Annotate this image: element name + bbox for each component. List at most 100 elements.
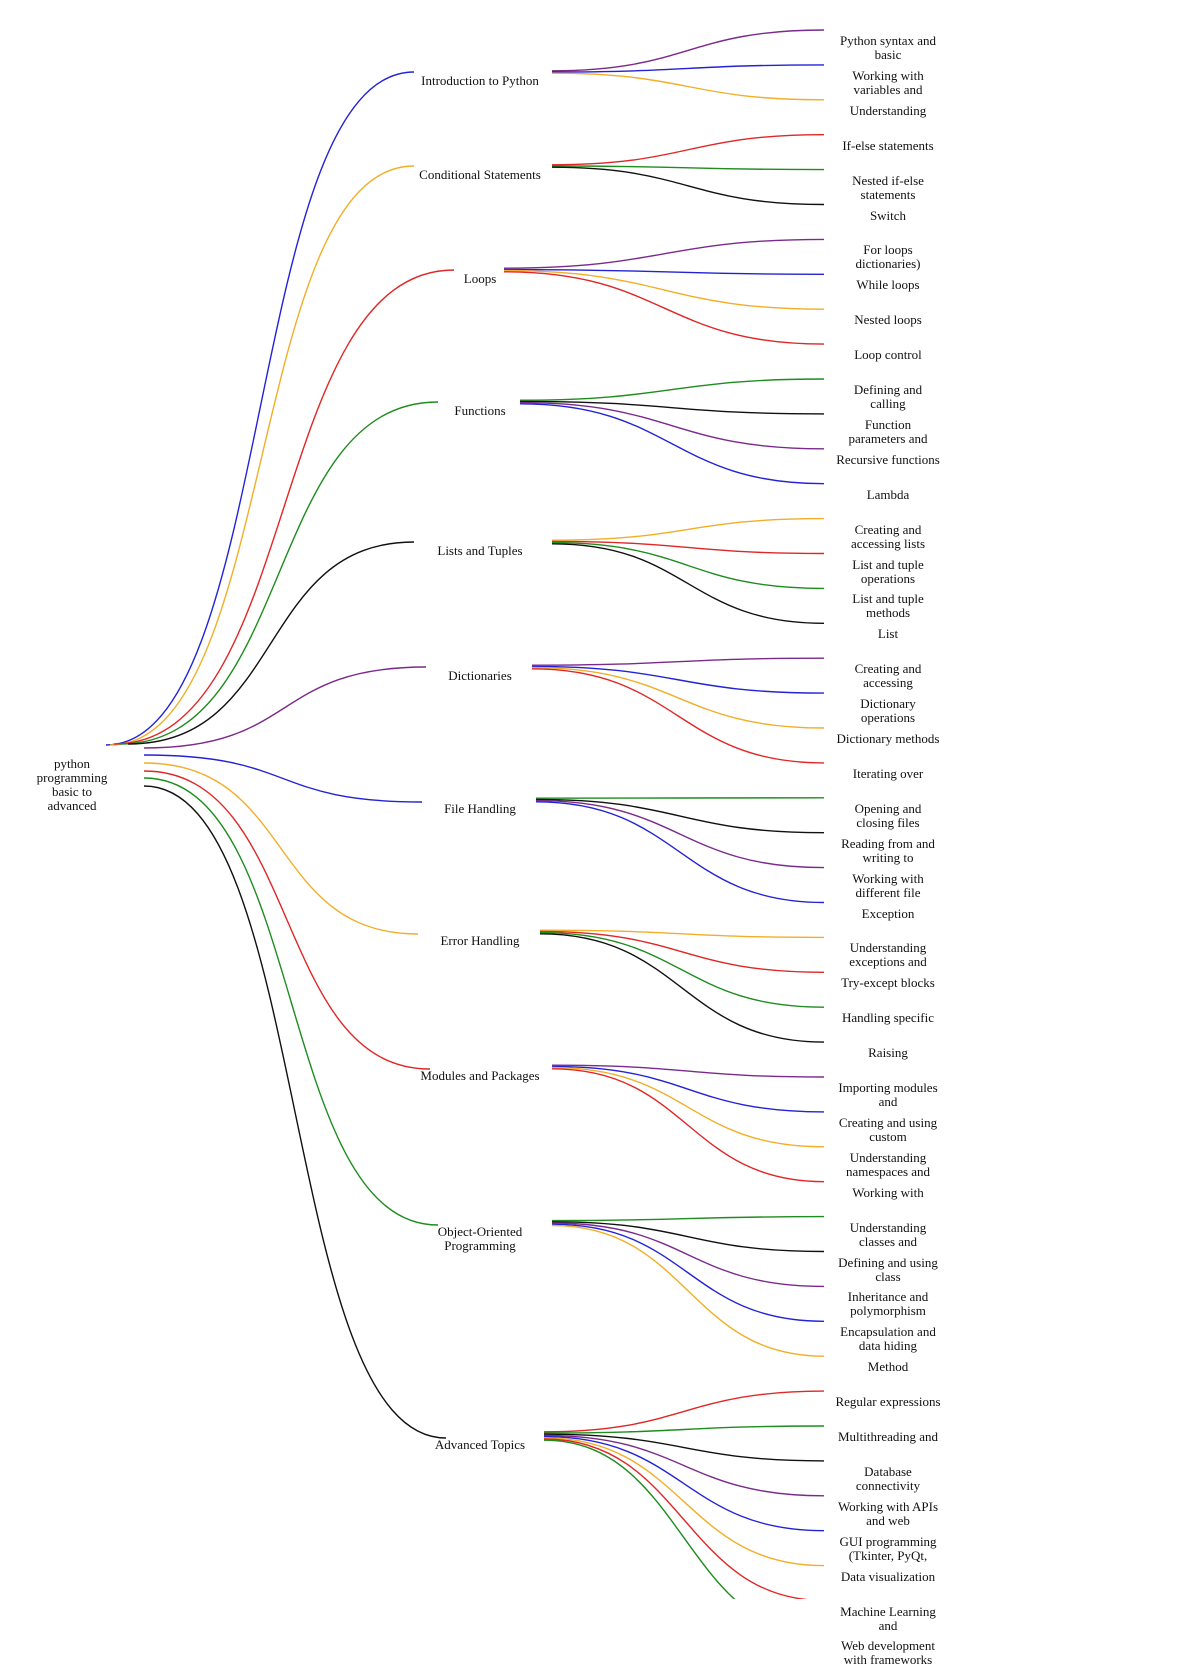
topic-edge-4-2 xyxy=(520,401,824,414)
topic-edge-10-4 xyxy=(552,1224,824,1321)
topic-edge-7-3 xyxy=(536,801,824,868)
topic-edge-11-6 xyxy=(544,1438,824,1566)
topic-edge-11-5 xyxy=(544,1437,824,1531)
subtopic-node: Lambda xyxy=(835,488,941,502)
subtopic-node: Working with APIs and web xyxy=(835,1500,941,1528)
topic-edge-9-4 xyxy=(552,1069,824,1182)
topic-edge-5-4 xyxy=(552,544,824,624)
topic-node: Error Handling xyxy=(418,934,542,948)
topic-node: Functions xyxy=(418,404,542,418)
subtopic-node: Python syntax and basic xyxy=(835,34,941,62)
subtopic-node: Function parameters and xyxy=(835,418,941,446)
topic-edge-10-3 xyxy=(552,1223,824,1286)
mind-map: python programming basic to advanced Int… xyxy=(0,0,1197,1599)
root-edge-7 xyxy=(144,755,422,802)
subtopic-node: Understanding exceptions and xyxy=(835,941,941,969)
subtopic-node: Creating and accessing lists xyxy=(835,523,941,551)
subtopic-node: Recursive functions xyxy=(835,453,941,467)
subtopic-node: Reading from and writing to xyxy=(835,837,941,865)
topic-edge-3-1 xyxy=(504,239,824,268)
subtopic-node: Loop control xyxy=(835,348,941,362)
subtopic-node: Method xyxy=(835,1360,941,1374)
subtopic-node: Multithreading and xyxy=(835,1430,941,1444)
subtopic-node: Working with variables and xyxy=(835,69,941,97)
topic-edge-2-1 xyxy=(552,135,824,165)
subtopic-node: List and tuple methods xyxy=(835,592,941,620)
topic-edge-8-3 xyxy=(540,933,824,1008)
topic-edge-6-1 xyxy=(532,658,824,665)
subtopic-node: Iterating over xyxy=(835,767,941,781)
subtopic-node: Handling specific xyxy=(835,1011,941,1025)
root-edge-10 xyxy=(144,778,438,1225)
root-node: python programming basic to advanced xyxy=(30,757,114,813)
subtopic-node: List xyxy=(835,627,941,641)
root-edge-6 xyxy=(144,667,426,748)
topic-edge-10-1 xyxy=(552,1217,824,1221)
mind-map-edges xyxy=(0,0,1197,1599)
subtopic-node: Defining and using class xyxy=(835,1256,941,1284)
subtopic-node: Database connectivity xyxy=(835,1465,941,1493)
topic-edge-10-2 xyxy=(552,1222,824,1252)
topic-edge-7-2 xyxy=(536,799,824,832)
subtopic-node: Machine Learning and xyxy=(835,1605,941,1633)
subtopic-node: List and tuple operations xyxy=(835,558,941,586)
topic-edge-5-1 xyxy=(552,519,824,541)
topic-edge-4-1 xyxy=(520,379,824,400)
subtopic-node: Encapsulation and data hiding xyxy=(835,1325,941,1353)
subtopic-node: Try-except blocks xyxy=(835,976,941,990)
topic-edge-11-7 xyxy=(544,1439,824,1599)
topic-edge-4-4 xyxy=(520,404,824,484)
subtopic-node: If-else statements xyxy=(835,139,941,153)
root-edge-4 xyxy=(120,402,438,744)
subtopic-node: Creating and accessing xyxy=(835,662,941,690)
root-edge-9 xyxy=(144,771,430,1069)
topic-edge-6-3 xyxy=(532,668,824,728)
topic-node: Introduction to Python xyxy=(418,74,542,88)
subtopic-node: GUI programming (Tkinter, PyQt, xyxy=(835,1535,941,1563)
subtopic-node: Data visualization xyxy=(835,1570,941,1584)
topic-node: Modules and Packages xyxy=(418,1069,542,1083)
subtopic-node: Importing modules and xyxy=(835,1081,941,1109)
topic-edge-7-4 xyxy=(536,802,824,903)
subtopic-node: Working with different file xyxy=(835,872,941,900)
topic-edge-1-3 xyxy=(552,73,824,100)
subtopic-node: Web development with frameworks (Django,… xyxy=(835,1639,941,1667)
topic-edge-8-1 xyxy=(540,930,824,937)
topic-edge-1-2 xyxy=(552,65,824,72)
subtopic-node: For loops dictionaries) xyxy=(835,243,941,271)
topic-node: Loops xyxy=(418,272,542,286)
subtopic-node: Dictionary methods xyxy=(835,732,941,746)
topic-node: File Handling xyxy=(418,802,542,816)
topic-edge-8-4 xyxy=(540,934,824,1042)
subtopic-node: Switch xyxy=(835,209,941,223)
subtopic-node: Understanding classes and xyxy=(835,1221,941,1249)
topic-edge-11-2 xyxy=(544,1426,824,1433)
subtopic-node: Nested if-else statements xyxy=(835,174,941,202)
subtopic-node: Understanding namespaces and xyxy=(835,1151,941,1179)
subtopic-node: Defining and calling xyxy=(835,383,941,411)
root-edge-3 xyxy=(114,270,454,744)
subtopic-node: Creating and using custom xyxy=(835,1116,941,1144)
root-edge-11 xyxy=(144,786,446,1438)
subtopic-node: Inheritance and polymorphism xyxy=(835,1290,941,1318)
topic-edge-2-3 xyxy=(552,167,824,204)
topic-node: Object-Oriented Programming xyxy=(418,1225,542,1253)
topic-node: Dictionaries xyxy=(418,669,542,683)
topic-edge-10-5 xyxy=(552,1225,824,1356)
topic-edge-6-4 xyxy=(532,669,824,763)
subtopic-node: Understanding xyxy=(835,104,941,118)
subtopic-node: Opening and closing files xyxy=(835,802,941,830)
topic-edge-5-2 xyxy=(552,541,824,553)
topic-edge-9-3 xyxy=(552,1068,824,1147)
subtopic-node: Regular expressions xyxy=(835,1395,941,1409)
subtopic-node: Dictionary operations xyxy=(835,697,941,725)
topic-node: Lists and Tuples xyxy=(418,544,542,558)
topic-edge-5-3 xyxy=(552,543,824,589)
topic-edge-9-1 xyxy=(552,1065,824,1077)
topic-edge-4-3 xyxy=(520,403,824,449)
root-edge-1 xyxy=(106,72,414,745)
topic-node: Advanced Topics xyxy=(418,1438,542,1452)
subtopic-node: While loops xyxy=(835,278,941,292)
subtopic-node: Exception xyxy=(835,907,941,921)
subtopic-node: Nested loops xyxy=(835,313,941,327)
